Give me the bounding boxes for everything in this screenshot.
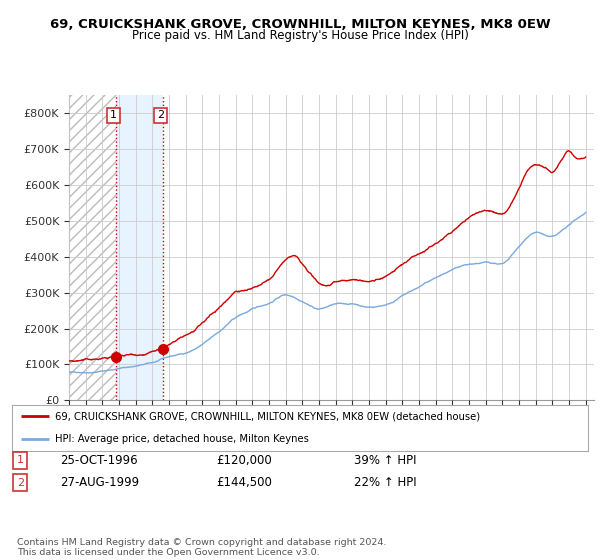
Text: 27-AUG-1999: 27-AUG-1999 bbox=[60, 476, 139, 489]
Text: 1: 1 bbox=[17, 455, 24, 465]
Text: 39% ↑ HPI: 39% ↑ HPI bbox=[354, 454, 416, 467]
Text: Price paid vs. HM Land Registry's House Price Index (HPI): Price paid vs. HM Land Registry's House … bbox=[131, 29, 469, 42]
Text: HPI: Average price, detached house, Milton Keynes: HPI: Average price, detached house, Milt… bbox=[55, 435, 309, 444]
Text: 1: 1 bbox=[110, 110, 117, 120]
Text: Contains HM Land Registry data © Crown copyright and database right 2024.
This d: Contains HM Land Registry data © Crown c… bbox=[17, 538, 386, 557]
Text: 69, CRUICKSHANK GROVE, CROWNHILL, MILTON KEYNES, MK8 0EW: 69, CRUICKSHANK GROVE, CROWNHILL, MILTON… bbox=[50, 18, 550, 31]
Text: £120,000: £120,000 bbox=[216, 454, 272, 467]
Text: £144,500: £144,500 bbox=[216, 476, 272, 489]
Text: 2: 2 bbox=[17, 478, 24, 488]
Bar bbox=[116, 95, 163, 400]
Text: 25-OCT-1996: 25-OCT-1996 bbox=[60, 454, 137, 467]
Bar bbox=[69, 95, 116, 400]
Text: 22% ↑ HPI: 22% ↑ HPI bbox=[354, 476, 416, 489]
Text: 2: 2 bbox=[157, 110, 164, 120]
Text: 69, CRUICKSHANK GROVE, CROWNHILL, MILTON KEYNES, MK8 0EW (detached house): 69, CRUICKSHANK GROVE, CROWNHILL, MILTON… bbox=[55, 412, 481, 421]
